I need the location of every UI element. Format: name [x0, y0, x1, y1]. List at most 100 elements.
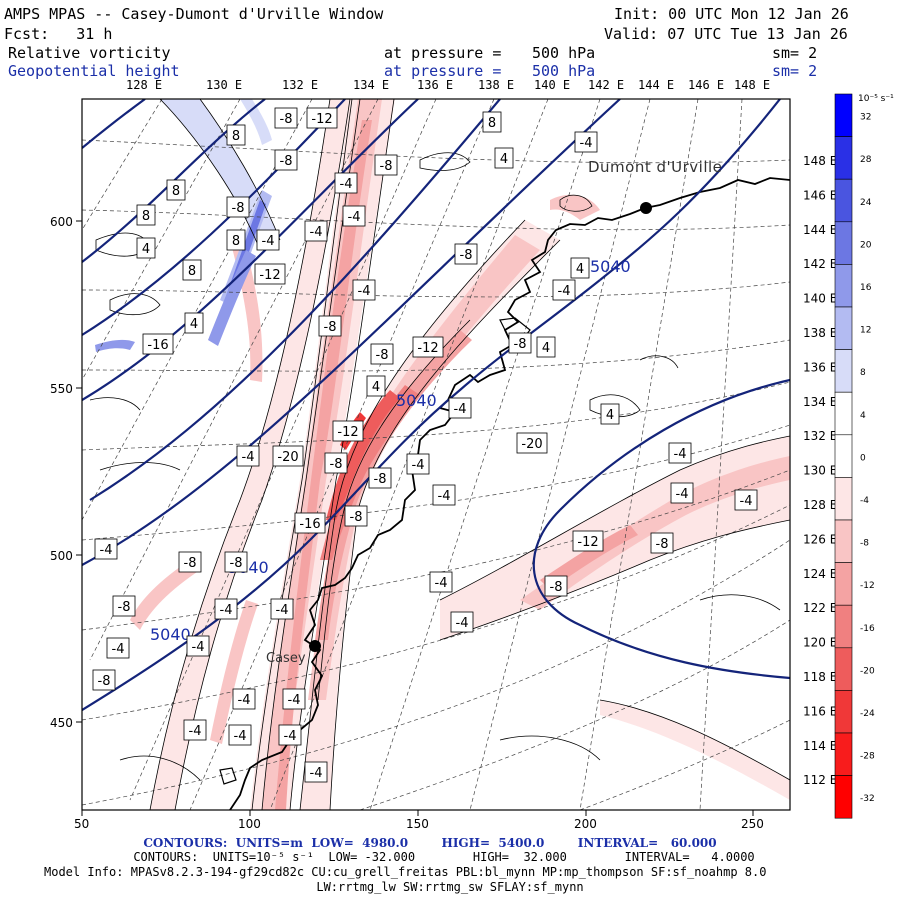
colorbar-swatch	[834, 647, 853, 691]
colorbar-swatch	[834, 434, 853, 478]
vorticity-label: -4	[406, 453, 430, 475]
vorticity-label: -4	[304, 761, 328, 783]
vorticity-labels: -12 -8 8 8 8 -8 8 4 8 -4 -4 4 -4 -4 -8 -8 -4 4 8 -12 -4 -4 4 -8…	[92, 107, 758, 783]
lon-label: 142 E	[588, 78, 625, 92]
vorticity-label: -8	[226, 196, 250, 218]
svg-text:-8: -8	[514, 337, 527, 352]
svg-text:-4: -4	[288, 693, 301, 708]
y-tick: 600	[50, 215, 73, 229]
vorticity-label: -4	[278, 724, 302, 746]
svg-text:-8: -8	[280, 154, 293, 169]
colorbar-swatch	[834, 519, 853, 563]
colorbar-swatch	[834, 477, 853, 521]
vorticity-label: -4	[574, 131, 598, 153]
vorticity-label: -8	[650, 532, 674, 554]
colorbar-label: 32	[860, 113, 871, 123]
footer-model-info: Model Info: MPASv8.2.3-194-gf29cd82c CU:…	[44, 865, 767, 879]
vorticity-label: -4	[448, 397, 472, 419]
svg-text:-8: -8	[374, 472, 387, 487]
svg-text:-4: -4	[262, 234, 275, 249]
svg-text:8: 8	[172, 184, 180, 199]
lon-label: 134 E	[353, 78, 390, 92]
lat-label: 144 E	[803, 223, 837, 237]
vorticity-label: 4	[184, 312, 204, 334]
svg-text:-4: -4	[112, 642, 125, 657]
svg-text:-4: -4	[454, 402, 467, 417]
svg-text:-8: -8	[232, 201, 245, 216]
svg-text:-4: -4	[310, 225, 323, 240]
vorticity-label: -8	[92, 669, 116, 691]
svg-text:8: 8	[142, 209, 150, 224]
vorticity-label: 8	[226, 229, 246, 251]
field2-pressure-label: at pressure =	[384, 62, 502, 80]
colorbar-swatch	[834, 775, 853, 819]
vorticity-label: -4	[450, 611, 474, 633]
field2-name: Geopotential height	[8, 62, 180, 80]
vorticity-label: -8	[224, 551, 248, 573]
svg-text:-12: -12	[337, 425, 358, 440]
colorbar-label: -8	[860, 539, 869, 549]
x-tick: 200	[574, 817, 597, 831]
vorticity-label: -8	[544, 575, 568, 597]
vorticity-label: -4	[236, 445, 260, 467]
vorticity-label: -4	[183, 719, 207, 741]
svg-text:-8: -8	[550, 580, 563, 595]
vorticity-label: -8	[178, 551, 202, 573]
field1-pressure: 500 hPa	[532, 44, 596, 62]
vorticity-label: 8	[226, 124, 246, 146]
lon-label: 132 E	[282, 78, 319, 92]
vorticity-label: 4	[494, 147, 514, 169]
colorbar-label: -20	[860, 666, 875, 676]
svg-text:-4: -4	[189, 724, 202, 739]
lon-label: 128 E	[126, 78, 163, 92]
colorbar-label: -32	[860, 794, 875, 804]
vorticity-label: -4	[94, 538, 118, 560]
vorticity-label: -12	[572, 530, 604, 552]
lat-labels: 148 E 146 E 144 E 142 E 140 E 138 E 136 E 134 E…	[803, 154, 837, 787]
valid-time: Valid: 07 UTC Tue 13 Jan 26	[604, 25, 848, 43]
svg-text:-8: -8	[656, 537, 669, 552]
svg-text:-12: -12	[577, 535, 598, 550]
y-tick: 500	[50, 549, 73, 563]
vorticity-label: -4	[342, 205, 366, 227]
vorticity-label: -12	[412, 336, 444, 358]
vorticity-label: 4	[136, 237, 156, 259]
lat-label: 142 E	[803, 257, 837, 271]
lat-label: 126 E	[803, 532, 837, 546]
lat-label: 148 E	[803, 154, 837, 168]
lat-label: 124 E	[803, 567, 837, 581]
forecast-hour: Fcst: 31 h	[4, 25, 113, 43]
colorbar-swatch	[834, 306, 853, 350]
height-label: 5040	[396, 391, 437, 410]
lon-label: 130 E	[206, 78, 243, 92]
vorticity-label: 8	[136, 204, 156, 226]
colorbar-label: 12	[860, 326, 871, 336]
svg-text:-4: -4	[238, 693, 251, 708]
svg-text:-4: -4	[438, 489, 451, 504]
svg-text:-20: -20	[521, 437, 542, 452]
vorticity-label: -8	[274, 149, 298, 171]
vorticity-label: -8	[274, 107, 298, 129]
vorticity-label: -8	[454, 243, 478, 265]
title: AMPS MPAS -- Casey-Dumont d'Urville Wind…	[4, 5, 384, 23]
vorticity-label: -4	[304, 220, 328, 242]
vorticity-label: -8	[112, 595, 136, 617]
svg-text:-12: -12	[259, 268, 280, 283]
init-time: Init: 00 UTC Mon 12 Jan 26	[614, 5, 849, 23]
vorticity-label: 4	[536, 336, 556, 358]
colorbar-swatch	[834, 604, 853, 649]
colorbar-swatch	[834, 136, 853, 180]
vorticity-label: -4	[670, 482, 694, 504]
vorticity-label: -4	[256, 229, 280, 251]
colorbar-swatch	[834, 93, 853, 137]
colorbar-swatch	[834, 221, 853, 265]
colorbar-label: 8	[860, 368, 866, 378]
colorbar-swatch	[834, 690, 853, 734]
vorticity-label: -8	[324, 452, 348, 474]
y-tick: 550	[50, 382, 73, 396]
lat-label: 136 E	[803, 360, 837, 374]
svg-text:-12: -12	[311, 112, 332, 127]
station-dumont-dot	[640, 202, 652, 214]
lon-label: 136 E	[417, 78, 454, 92]
vorticity-label: -4	[228, 724, 252, 746]
